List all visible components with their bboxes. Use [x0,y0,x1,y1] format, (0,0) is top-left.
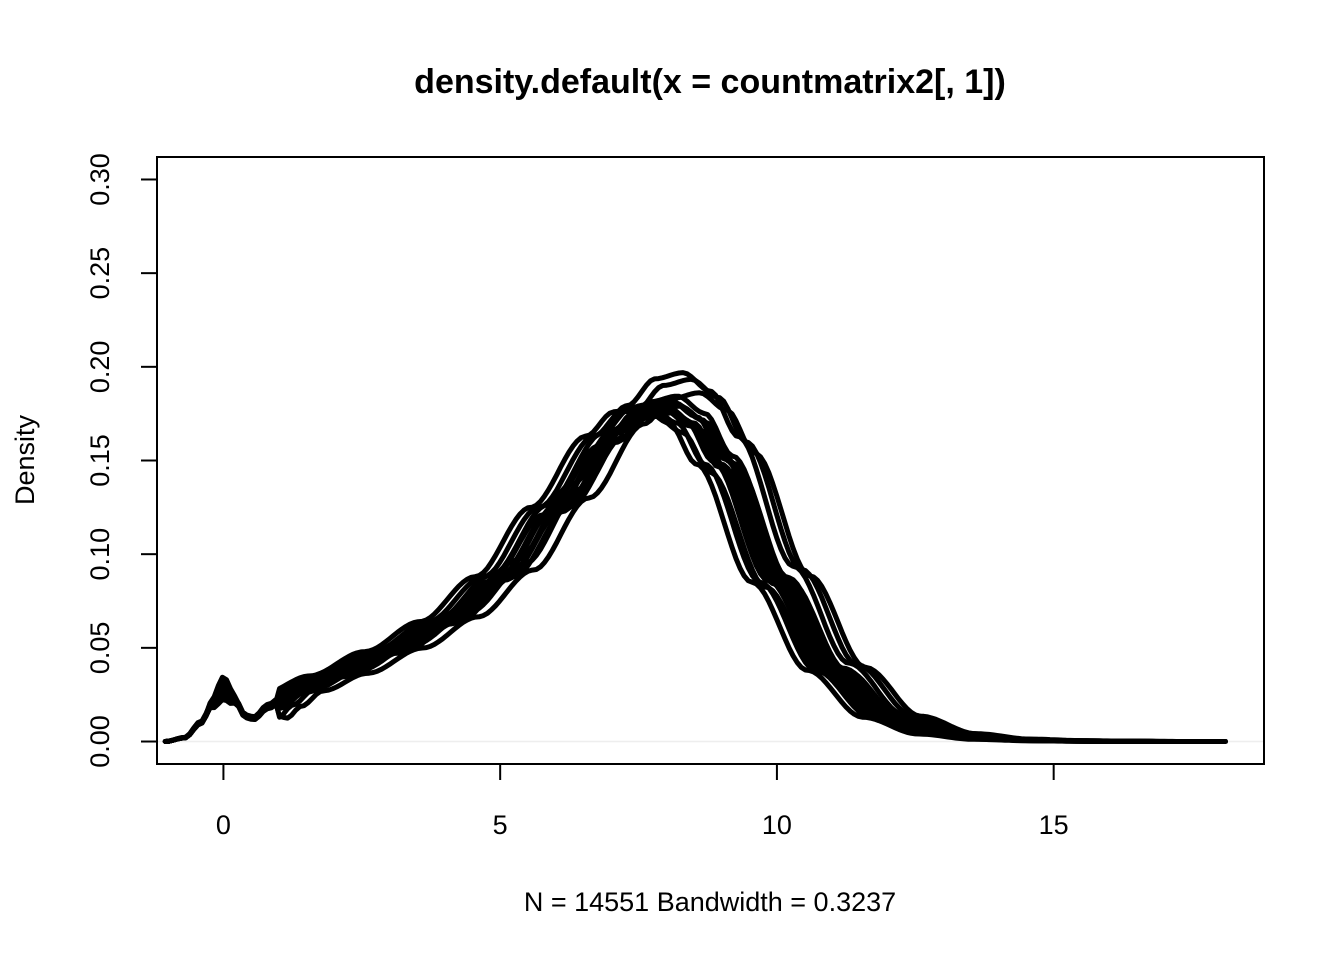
chart-title: density.default(x = countmatrix2[, 1]) [414,63,1006,101]
y-tick-label: 0.25 [85,247,115,300]
x-tick-label: 5 [493,810,508,840]
x-tick-label: 15 [1039,810,1069,840]
y-tick-label: 0.05 [85,622,115,675]
y-tick-label: 0.15 [85,434,115,487]
y-tick-label: 0.20 [85,341,115,394]
y-tick-label: 0.30 [85,153,115,206]
y-axis: 0.00 0.05 0.10 0.15 0.20 0.25 0.30 [85,153,158,768]
density-curve-14 [162,403,1228,744]
x-tick-label: 10 [762,810,792,840]
x-axis-label: N = 14551 Bandwidth = 0.3237 [524,887,896,917]
y-axis-label: Density [10,414,40,505]
y-tick-label: 0.10 [85,528,115,581]
density-curves [162,370,1228,744]
y-tick-label: 0.00 [85,715,115,768]
x-axis: 0 5 10 15 [216,763,1069,840]
x-tick-label: 0 [216,810,231,840]
